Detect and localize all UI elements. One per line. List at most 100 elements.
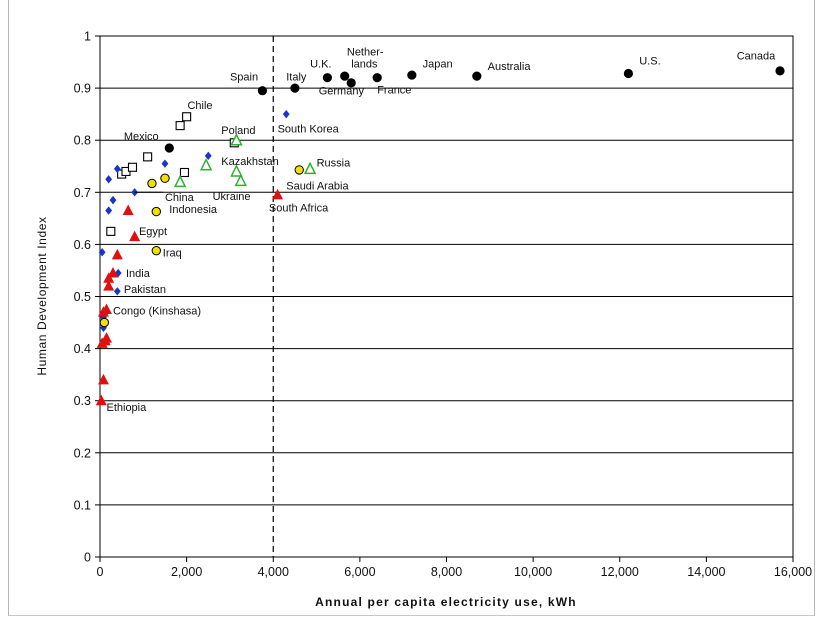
point-label: Russia <box>317 157 352 169</box>
point-open-square <box>106 226 116 236</box>
x-axis-title: Annual per capita electricity use, kWh <box>315 595 577 609</box>
point-label: China <box>165 192 195 204</box>
point-diamond <box>114 268 122 278</box>
point-label: U.K. <box>310 58 331 70</box>
point-circle <box>407 70 417 80</box>
y-tick-label: 0.2 <box>74 446 91 460</box>
point-yellow-circle <box>147 178 157 189</box>
point-red-triangle <box>97 373 109 385</box>
point-diamond <box>282 109 290 119</box>
point-diamond <box>98 248 106 257</box>
point-open-triangle <box>234 173 247 187</box>
point-red-triangle <box>129 230 141 242</box>
point-circle <box>346 78 356 88</box>
point-open-square <box>143 152 153 162</box>
point-open-square <box>182 112 192 122</box>
x-tick-label: 12,000 <box>601 565 639 579</box>
point-label: France <box>377 84 411 96</box>
grid-lines <box>100 87 793 506</box>
chart-frame <box>8 0 815 616</box>
point-label: U.S. <box>639 56 660 68</box>
point-open-square <box>127 162 138 172</box>
x-tick-label: 14,000 <box>687 565 725 579</box>
point-label: Kazakhstan <box>221 156 278 168</box>
point-label: Italy <box>286 71 307 83</box>
point-label: India <box>126 268 151 280</box>
x-tick-label: 4,000 <box>258 565 289 579</box>
point-yellow-circle <box>151 245 162 256</box>
point-yellow-circle <box>294 165 304 175</box>
point-yellow-circle <box>151 206 162 217</box>
point-label: Poland <box>221 125 255 137</box>
point-label: Mexico <box>124 131 159 143</box>
point-circle <box>257 86 268 96</box>
point-label: South Korea <box>278 123 340 135</box>
point-red-triangle <box>122 204 134 216</box>
data-points <box>95 66 785 406</box>
point-diamond <box>105 175 113 184</box>
point-red-triangle <box>107 267 119 278</box>
point-diamond <box>109 195 117 205</box>
point-open-triangle <box>173 174 187 188</box>
point-label: Germany <box>319 85 365 97</box>
point-yellow-circle <box>99 317 110 328</box>
point-open-triangle <box>230 133 243 146</box>
point-label: Ukraine <box>213 191 251 203</box>
x-tick-label: 2,000 <box>171 565 202 579</box>
point-red-triangle <box>111 248 123 260</box>
point-open-triangle <box>303 161 317 175</box>
point-label: Saudi Arabia <box>286 181 349 193</box>
point-circle <box>340 71 350 81</box>
point-diamond <box>204 151 212 161</box>
y-tick-label: 0.4 <box>74 342 91 356</box>
x-tick-label: 0 <box>97 565 104 579</box>
point-label: lands <box>351 58 378 70</box>
axis-ticks: 0 0.1 0.2 0.3 0.4 0.5 0.6 0.7 0.8 0.9 1 0 2,000 4,000… <box>74 30 813 580</box>
point-yellow-circle <box>160 173 170 183</box>
point-red-triangle <box>103 280 115 291</box>
y-tick-label: 0.6 <box>74 238 91 252</box>
point-circle <box>775 66 785 76</box>
point-diamond <box>113 164 121 174</box>
point-label: South Africa <box>269 203 329 215</box>
y-tick-label: 0.8 <box>74 134 91 148</box>
point-label: Japan <box>423 58 453 70</box>
y-tick-label: 1 <box>84 30 91 44</box>
point-label: Canada <box>737 50 776 62</box>
point-red-triangle <box>95 394 107 406</box>
point-diamond <box>113 287 121 296</box>
point-label: Australia <box>488 61 532 73</box>
point-red-triangle <box>100 332 112 343</box>
x-tick-label: 6,000 <box>344 565 375 579</box>
point-label: Spain <box>230 71 258 83</box>
point-label: Ethiopia <box>106 402 147 414</box>
y-axis-title: Human Development Index <box>35 216 49 375</box>
point-red-triangle <box>272 188 284 200</box>
point-label: Chile <box>187 100 212 112</box>
x-tick-label: 16,000 <box>774 565 812 579</box>
x-tick-label: 8,000 <box>431 565 462 579</box>
point-label: Pakistan <box>124 284 166 296</box>
point-open-square <box>179 167 190 178</box>
y-tick-label: 0 <box>84 551 91 565</box>
point-label: Egypt <box>139 226 167 238</box>
point-circle <box>372 73 382 83</box>
y-tick-label: 0.9 <box>74 82 91 96</box>
point-open-triangle <box>199 158 213 171</box>
point-diamond <box>105 206 113 215</box>
point-circle <box>472 71 482 81</box>
point-label: Congo (Kinshasa) <box>113 306 201 318</box>
x-tick-label: 10,000 <box>514 565 552 579</box>
y-tick-label: 0.7 <box>74 186 91 200</box>
y-tick-label: 0.3 <box>74 394 91 408</box>
point-diamond <box>161 159 169 168</box>
point-open-triangle <box>230 164 243 177</box>
point-open-square <box>175 121 185 131</box>
point-circle <box>164 143 174 153</box>
point-circle <box>623 68 634 79</box>
y-tick-label: 0.5 <box>74 290 91 304</box>
point-label: Indonesia <box>169 204 218 216</box>
point-circle <box>322 73 332 83</box>
